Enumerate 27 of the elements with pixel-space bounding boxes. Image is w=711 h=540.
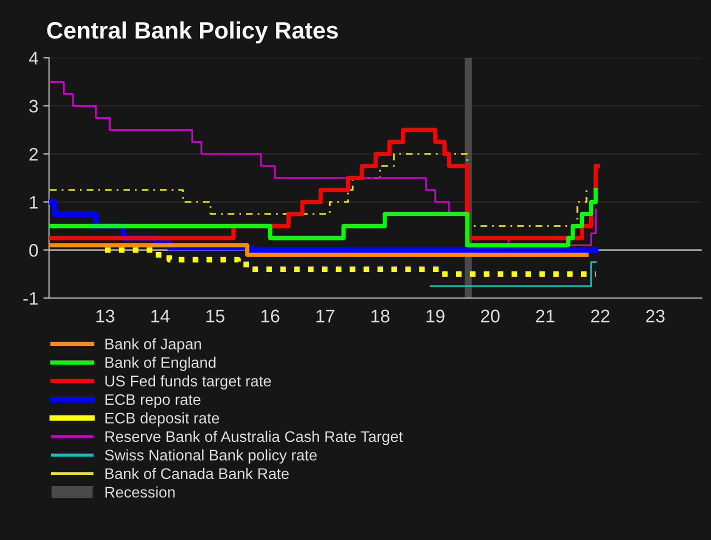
x-tick-label: 16	[261, 310, 280, 322]
x-tick-label: 23	[646, 310, 665, 322]
x-tick-label: 18	[372, 310, 390, 322]
x-tick-label: 19	[426, 310, 444, 322]
y-tick-label: 0	[29, 244, 38, 257]
x-tick-label: 14	[151, 310, 170, 322]
y-tick-label: 4	[29, 52, 38, 64]
legend-label: Reserve Bank of Australia Cash Rate Target	[106, 430, 403, 446]
legend-label: Recession	[106, 486, 175, 498]
y-tick-label: 2	[30, 148, 38, 160]
x-tick-label: 20	[481, 310, 500, 322]
y-tick-label: -1	[23, 292, 38, 305]
legend-label: ECB repo rate	[106, 394, 200, 408]
y-tick-label: 1	[30, 196, 38, 208]
legend-label: Bank of England	[106, 356, 216, 371]
chart-title: Central Bank Policy Rates	[47, 21, 338, 44]
x-tick-label: 17	[316, 310, 334, 322]
x-tick-label: 15	[206, 310, 224, 322]
legend-label: Swiss National Bank policy rate	[104, 449, 317, 464]
legend-label: Bank of Canada Bank Rate	[106, 468, 289, 480]
legend-label: ECB deposit rate	[106, 412, 220, 427]
x-tick-label: 22	[591, 310, 610, 322]
y-tick-label: 3	[29, 100, 38, 113]
x-tick-label: 13	[96, 310, 114, 322]
x-tick-label: 21	[536, 310, 554, 322]
legend-label: Bank of Japan	[106, 338, 201, 352]
legend-label: US Fed funds target rate	[105, 375, 271, 390]
